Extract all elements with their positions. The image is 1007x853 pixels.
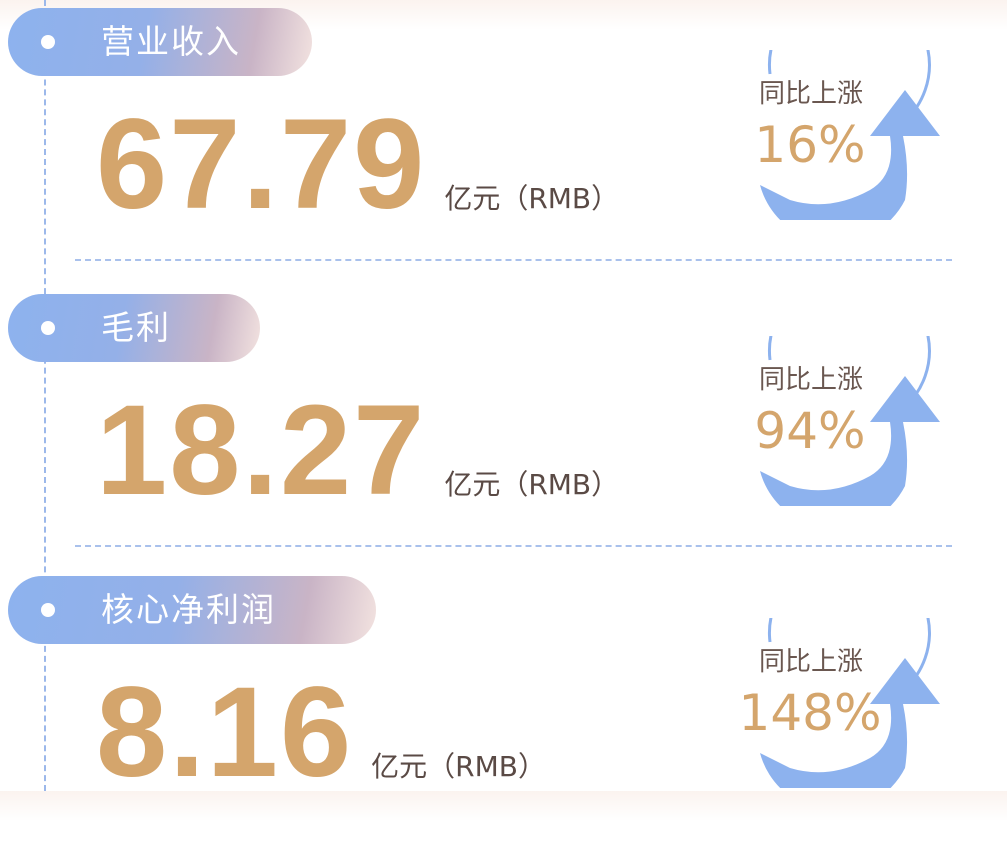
- metric-value-row: 8.16 亿元（RMB）: [96, 668, 546, 798]
- yoy-label: 同比上涨: [758, 79, 863, 109]
- metric-unit: 亿元（RMB）: [444, 468, 620, 501]
- metric-unit: 亿元（RMB）: [444, 182, 620, 215]
- yoy-badge: 同比上涨 94%: [700, 336, 960, 506]
- metric-label: 核心净利润: [101, 590, 276, 629]
- dot-icon: [41, 603, 55, 617]
- circular-up-arrow-icon: [760, 50, 940, 220]
- circular-up-arrow-icon: [760, 618, 940, 788]
- yoy-label: 同比上涨: [758, 647, 863, 677]
- yoy-percent: 94%: [754, 402, 866, 460]
- metric-label: 毛利: [101, 308, 171, 347]
- metric-value: 67.79: [96, 93, 427, 236]
- section-divider: [75, 259, 952, 261]
- metric-gross-profit: 毛利 18.27 亿元（RMB） 同比上涨 94%: [0, 286, 1007, 571]
- metric-revenue: 营业收入 67.79 亿元（RMB） 同比上涨 16%: [0, 0, 1007, 285]
- metric-value: 8.16: [96, 661, 354, 804]
- metric-label: 营业收入: [101, 22, 241, 61]
- metric-value-row: 18.27 亿元（RMB）: [96, 386, 619, 516]
- circular-up-arrow-icon: [760, 336, 940, 506]
- yoy-percent: 148%: [738, 684, 882, 742]
- section-divider: [75, 545, 952, 547]
- metric-value: 18.27: [96, 379, 427, 522]
- yoy-label: 同比上涨: [758, 365, 863, 395]
- dot-icon: [41, 321, 55, 335]
- metric-unit: 亿元（RMB）: [371, 750, 546, 783]
- metric-label-pill: 毛利: [8, 294, 260, 362]
- yoy-badge: 同比上涨 16%: [700, 50, 960, 220]
- metric-label-pill: 核心净利润: [8, 576, 376, 644]
- dot-icon: [41, 35, 55, 49]
- metric-label-pill: 营业收入: [8, 8, 312, 76]
- yoy-percent: 16%: [754, 116, 866, 174]
- timeline-dashed-line: [44, 0, 46, 791]
- metric-core-net-profit: 核心净利润 8.16 亿元（RMB） 同比上涨 148%: [0, 568, 1007, 853]
- metric-value-row: 67.79 亿元（RMB）: [96, 100, 619, 230]
- yoy-badge: 同比上涨 148%: [700, 618, 960, 788]
